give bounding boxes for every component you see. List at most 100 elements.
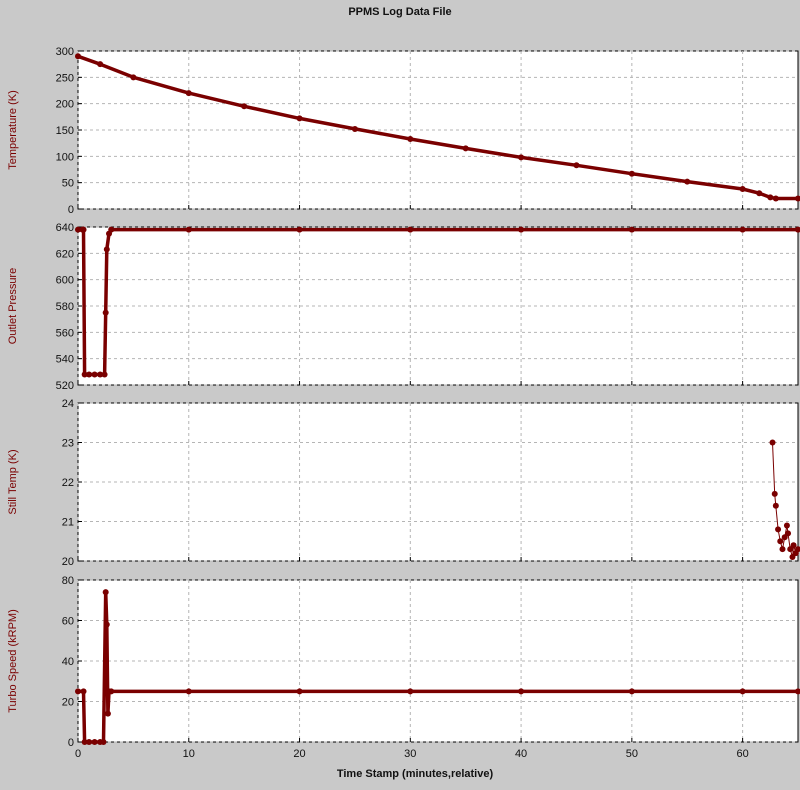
y-tick-label: 250 bbox=[56, 72, 74, 84]
y-tick-label: 540 bbox=[56, 354, 74, 366]
y-tick-label: 0 bbox=[68, 737, 74, 749]
data-point bbox=[628, 170, 635, 177]
data-point bbox=[241, 103, 248, 110]
data-point bbox=[130, 74, 137, 81]
data-point bbox=[97, 61, 104, 68]
y-tick-label: 150 bbox=[56, 125, 74, 137]
data-point bbox=[518, 226, 525, 233]
y-tick-label: 0 bbox=[68, 204, 74, 216]
data-point bbox=[779, 546, 786, 553]
y-tick-label: 80 bbox=[62, 575, 74, 587]
y-axis-label-4: Turbo Speed (kRPM) bbox=[7, 609, 19, 713]
data-point bbox=[628, 226, 635, 233]
data-point bbox=[101, 371, 108, 378]
y-tick-label: 20 bbox=[62, 556, 74, 568]
y-tick-label: 24 bbox=[62, 398, 74, 410]
y-tick-label: 640 bbox=[56, 222, 74, 234]
data-point bbox=[789, 554, 796, 561]
data-point bbox=[86, 371, 93, 378]
data-point bbox=[407, 135, 414, 142]
y-tick-label: 100 bbox=[56, 151, 74, 163]
data-point bbox=[772, 502, 779, 509]
chart-title: PPMS Log Data File bbox=[348, 6, 452, 18]
y-tick-label: 520 bbox=[56, 380, 74, 392]
y-tick-label: 22 bbox=[62, 477, 74, 489]
data-point bbox=[103, 621, 110, 628]
y-tick-label: 50 bbox=[62, 178, 74, 190]
data-point bbox=[91, 739, 98, 745]
x-tick-label: 60 bbox=[736, 748, 748, 760]
data-point bbox=[684, 178, 691, 185]
data-point bbox=[739, 688, 746, 695]
data-point bbox=[756, 190, 763, 197]
x-tick-label: 50 bbox=[626, 748, 638, 760]
data-point bbox=[767, 194, 774, 201]
data-point bbox=[296, 688, 303, 695]
y-tick-label: 20 bbox=[62, 697, 74, 709]
data-point bbox=[407, 688, 414, 695]
data-point bbox=[97, 371, 104, 378]
y-tick-label: 60 bbox=[62, 616, 74, 628]
y-tick-label: 600 bbox=[56, 275, 74, 287]
data-point bbox=[628, 688, 635, 695]
y-tick-label: 21 bbox=[62, 517, 74, 529]
data-point bbox=[573, 162, 580, 169]
data-point bbox=[462, 145, 469, 152]
data-point bbox=[785, 530, 792, 537]
y-tick-label: 580 bbox=[56, 301, 74, 313]
data-point bbox=[185, 226, 192, 233]
data-point bbox=[775, 526, 782, 533]
data-point bbox=[518, 154, 525, 161]
data-point bbox=[75, 688, 81, 695]
y-tick-label: 23 bbox=[62, 438, 74, 450]
data-point bbox=[787, 546, 794, 553]
x-tick-label: 20 bbox=[293, 748, 305, 760]
x-tick-label: 10 bbox=[183, 748, 195, 760]
data-point bbox=[771, 490, 778, 497]
data-point bbox=[783, 522, 790, 529]
data-point bbox=[80, 226, 87, 233]
data-point bbox=[781, 534, 788, 541]
data-point bbox=[102, 589, 109, 596]
data-point bbox=[769, 439, 776, 446]
y-tick-label: 200 bbox=[56, 99, 74, 111]
data-point bbox=[75, 53, 81, 60]
x-axis-title: Time Stamp (minutes,relative) bbox=[336, 768, 494, 780]
y-tick-label: 300 bbox=[56, 46, 74, 58]
y-axis-label-2: Outlet Pressure bbox=[7, 268, 19, 344]
data-point bbox=[91, 371, 98, 378]
data-point bbox=[351, 125, 358, 132]
data-point bbox=[86, 739, 93, 745]
data-point bbox=[185, 90, 192, 97]
data-point bbox=[108, 688, 115, 695]
data-point bbox=[102, 309, 109, 316]
data-point bbox=[739, 185, 746, 192]
y-tick-label: 40 bbox=[62, 656, 74, 668]
data-point bbox=[795, 195, 800, 202]
data-point bbox=[103, 246, 110, 253]
data-point bbox=[790, 542, 797, 549]
data-point bbox=[407, 226, 414, 233]
data-point bbox=[104, 710, 111, 717]
data-point bbox=[772, 195, 779, 202]
data-point bbox=[518, 688, 525, 695]
x-tick-label: 0 bbox=[75, 748, 81, 760]
y-tick-label: 620 bbox=[56, 248, 74, 260]
data-point bbox=[795, 546, 800, 553]
data-point bbox=[81, 371, 88, 378]
data-point bbox=[795, 688, 800, 695]
data-point bbox=[80, 688, 87, 695]
data-point bbox=[739, 226, 746, 233]
data-point bbox=[81, 739, 88, 745]
data-point bbox=[795, 226, 800, 233]
y-axis-label-3: Still Temp (K) bbox=[7, 449, 19, 514]
data-point bbox=[296, 115, 303, 122]
data-point bbox=[296, 226, 303, 233]
y-tick-label: 560 bbox=[56, 327, 74, 339]
y-axis-label-1: Temperature (K) bbox=[7, 90, 19, 169]
data-point bbox=[108, 226, 115, 233]
data-point bbox=[100, 739, 107, 745]
x-tick-label: 40 bbox=[515, 748, 527, 760]
